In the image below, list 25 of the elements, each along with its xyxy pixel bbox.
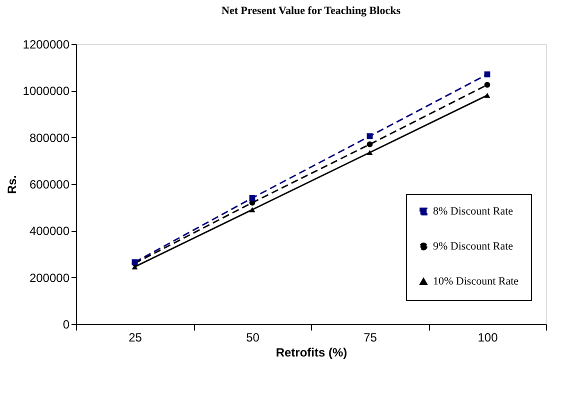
- x-tick-label: 25: [128, 330, 142, 344]
- y-tick-label: 400000: [29, 224, 70, 238]
- legend-label: 10% Discount Rate: [433, 276, 519, 288]
- x-tick-label: 75: [364, 330, 378, 344]
- point: [484, 82, 490, 88]
- point: [366, 150, 373, 156]
- y-tick-label: 800000: [29, 130, 70, 145]
- legend-label: 8% Discount Rate: [433, 206, 514, 218]
- point: [249, 195, 256, 201]
- legend-label: 9% Discount Rate: [433, 240, 514, 252]
- y-tick-label: 1200000: [22, 38, 70, 52]
- point: [484, 92, 490, 98]
- y-tick-label: 600000: [29, 178, 70, 192]
- point: [366, 133, 373, 140]
- x-tick-label: 50: [246, 330, 260, 344]
- x-axis-title: Retrofits (%): [276, 346, 348, 360]
- x-tick-label: 100: [478, 330, 498, 344]
- y-tick-label: 200000: [29, 270, 70, 285]
- point: [366, 141, 373, 148]
- y-tick-label: 1000000: [22, 84, 70, 98]
- y-axis-title: Rs.: [4, 175, 19, 194]
- chart-title: Net Present Value for Teaching Blocks: [222, 5, 402, 17]
- point: [249, 207, 256, 212]
- y-tick-label: 0: [62, 318, 70, 332]
- point: [484, 71, 490, 78]
